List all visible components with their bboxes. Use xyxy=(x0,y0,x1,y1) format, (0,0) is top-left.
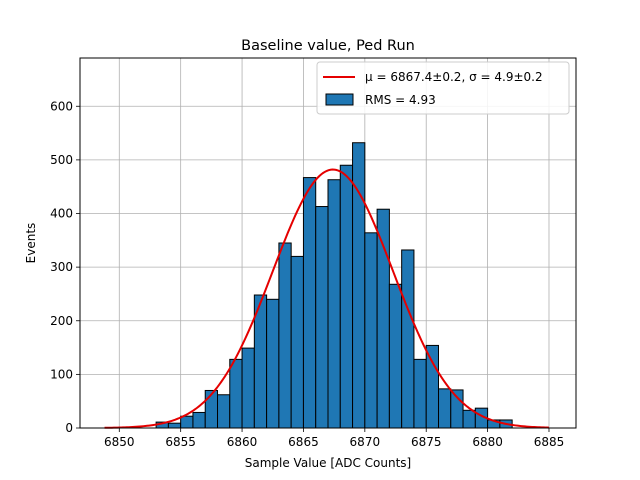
x-axis-ticks: 6850 6855 6860 6865 6870 6875 6880 6885 xyxy=(104,428,564,449)
histogram-bar xyxy=(192,411,206,429)
y-axis-ticks: 0 100 200 300 400 500 600 xyxy=(50,99,80,435)
legend-hist-swatch xyxy=(325,93,354,106)
histogram-bar xyxy=(364,232,378,429)
histogram-bar xyxy=(388,283,403,429)
histogram-bar xyxy=(327,179,341,429)
histogram-bar xyxy=(217,394,231,429)
histogram-bar xyxy=(437,388,452,429)
histogram-bar xyxy=(204,389,219,429)
y-tick-label: 200 xyxy=(50,314,73,328)
x-tick-label: 6880 xyxy=(472,435,503,449)
y-tick-label: 300 xyxy=(50,260,73,274)
histogram-bar xyxy=(229,358,243,429)
histogram-bar xyxy=(302,177,317,429)
histogram-bar xyxy=(425,344,439,429)
histogram-bar xyxy=(339,164,354,429)
histogram-bar xyxy=(180,415,194,429)
histogram-bar xyxy=(167,422,182,429)
x-tick-label: 6865 xyxy=(288,435,319,449)
histogram-bar xyxy=(315,206,329,429)
legend: μ = 6867.4±0.2, σ = 4.9±0.2 RMS = 4.93 xyxy=(316,61,570,115)
chart-title: Baseline value, Ped Run xyxy=(241,38,415,54)
plot-frame xyxy=(79,57,577,429)
y-tick-label: 100 xyxy=(50,367,73,381)
x-axis-label: Sample Value [ADC Counts] xyxy=(245,456,411,470)
histogram-bars xyxy=(155,142,513,429)
y-tick-label: 600 xyxy=(50,99,73,113)
fit-curve-group xyxy=(104,168,550,429)
legend-fit-label: μ = 6867.4±0.2, σ = 4.9±0.2 xyxy=(365,70,543,84)
x-tick-label: 6855 xyxy=(165,435,196,449)
histogram-bar xyxy=(241,347,255,429)
x-tick-label: 6850 xyxy=(104,435,135,449)
y-axis-label: Events xyxy=(24,223,38,264)
histogram-bar xyxy=(401,249,415,429)
histogram-bar xyxy=(278,242,292,429)
histogram-bar xyxy=(462,409,476,429)
x-tick-label: 6875 xyxy=(411,435,442,449)
histogram-bar xyxy=(413,358,427,429)
histogram-bar xyxy=(266,298,280,429)
gaussian-fit-curve xyxy=(104,168,550,429)
y-tick-label: 0 xyxy=(65,421,73,435)
legend-hist-label: RMS = 4.93 xyxy=(365,93,436,107)
legend-box xyxy=(316,61,570,115)
histogram-bar xyxy=(290,255,304,429)
histogram-bar xyxy=(376,208,390,429)
y-tick-label: 400 xyxy=(50,207,73,221)
x-tick-label: 6870 xyxy=(350,435,381,449)
x-tick-label: 6860 xyxy=(227,435,258,449)
y-tick-label: 500 xyxy=(50,153,73,167)
x-tick-label: 6885 xyxy=(534,435,565,449)
